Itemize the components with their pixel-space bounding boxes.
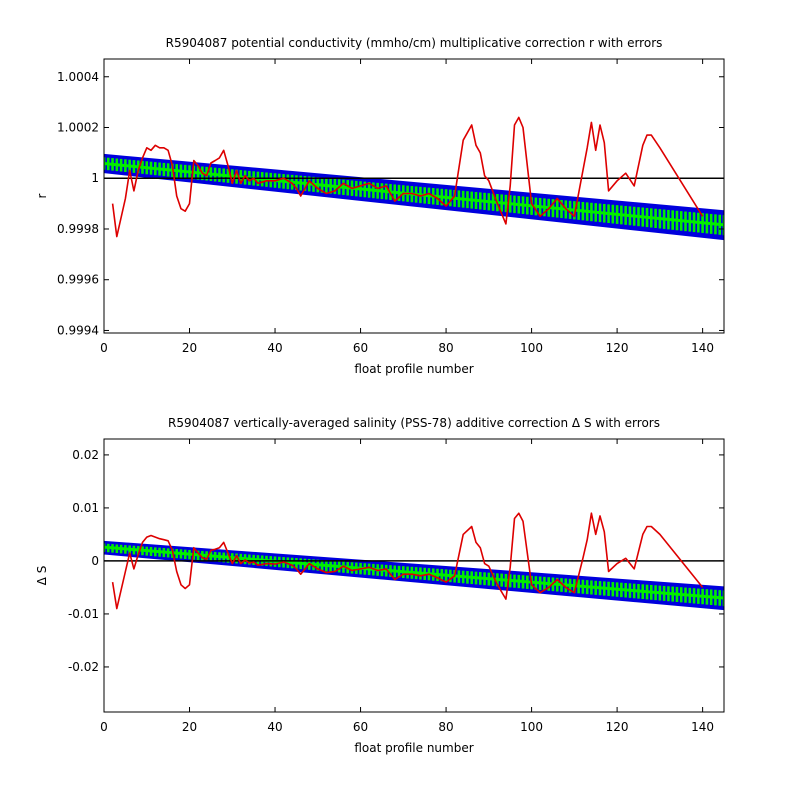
x-tick-label: 140 [691,720,714,734]
upper-error-line [104,153,724,213]
bottom-panel: R5904087 vertically-averaged salinity (P… [35,416,725,755]
y-tick-label: 0.9994 [57,323,99,337]
plot-marks: 0 20 40 60 80 100 120 140 0.9994 0.9996 0.9998 1 1.0… [57,58,725,355]
y-tick-label: 0.9996 [57,273,99,287]
x-tick-label: 120 [606,720,629,734]
x-tick-label: 0 [100,341,108,355]
x-tick-label: 120 [606,341,629,355]
plot-area [104,512,724,611]
plot-area [104,116,724,241]
y-tick-label: 0.02 [72,448,99,462]
y-tick-label: 1 [91,171,99,185]
upper-error-line [104,540,724,589]
x-axis-label: float profile number [354,362,473,376]
y-tick-label: 1.0004 [57,70,99,84]
y-tick-label: -0.02 [68,660,99,674]
x-tick-label: 80 [438,341,453,355]
x-tick-label: 0 [100,720,108,734]
y-tick-label: -0.01 [68,607,99,621]
y-tick-label: 1.0002 [57,121,99,135]
plot-title: R5904087 vertically-averaged salinity (P… [168,416,660,430]
x-tick-label: 20 [182,341,197,355]
fit-line [104,545,724,600]
x-tick-label: 80 [438,720,453,734]
x-tick-label: 100 [520,341,543,355]
data-line [111,512,704,610]
y-axis-label: r [35,193,49,198]
plot-border [103,58,725,334]
y-axis-label: Δ S [35,566,49,586]
plot-border [103,438,725,713]
x-tick-label: 40 [267,720,282,734]
top-panel: R5904087 potential conductivity (mmho/cm… [35,36,725,376]
x-tick-label: 20 [182,720,197,734]
x-tick-label: 140 [691,341,714,355]
x-tick-label: 60 [353,341,368,355]
plot-title: R5904087 potential conductivity (mmho/cm… [166,36,663,50]
y-tick-label: 0.01 [72,501,99,515]
lower-error-line [104,552,724,611]
x-tick-label: 60 [353,720,368,734]
y-tick-label: 0 [91,554,99,568]
plot-marks: 0 20 40 60 80 100 120 140 -0.02 -0.01 0 0.01 0.02 [68,438,725,734]
data-line [111,116,704,238]
x-tick-label: 40 [267,341,282,355]
lower-error-line [104,171,724,241]
x-tick-label: 100 [520,720,543,734]
y-tick-label: 0.9998 [57,222,99,236]
x-axis-label: float profile number [354,741,473,755]
